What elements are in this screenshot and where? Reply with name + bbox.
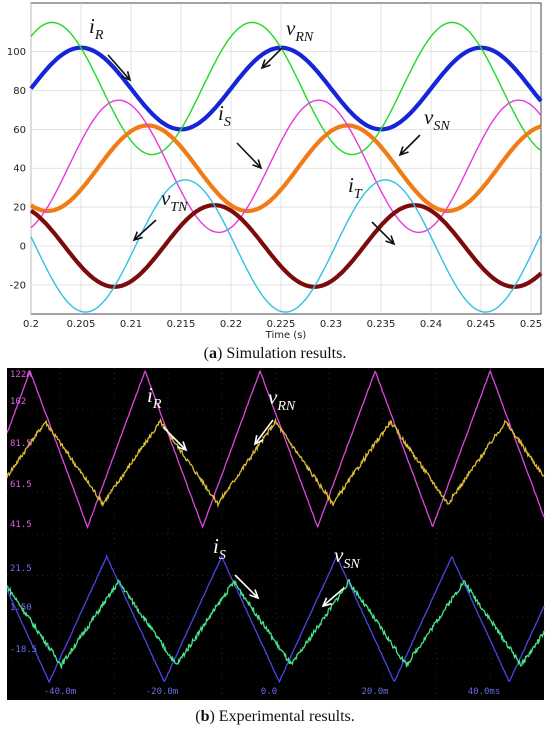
series-vRN-line xyxy=(30,21,542,156)
y-tick-label: 80 xyxy=(13,86,26,97)
series-iT-line xyxy=(29,203,543,289)
oscilloscope-series xyxy=(6,369,545,684)
simulation-plot-frame xyxy=(30,2,542,315)
arrow-head xyxy=(253,435,264,446)
oscilloscope-x-tick-label: 40.0ms xyxy=(468,687,501,697)
annotation-label: iR xyxy=(147,383,162,412)
annotation-label: vRN xyxy=(286,16,314,45)
arrow-line xyxy=(236,142,262,169)
x-tick-label: 0.21 xyxy=(120,319,142,330)
osc-series-iS xyxy=(6,578,545,670)
experimental-panel: 122A 102 81.5 61.5 41.5 21.5 1.50 -18.5 -40.0m -2… xyxy=(6,368,545,725)
arrow-line xyxy=(162,426,187,451)
series-vTN-line xyxy=(30,179,542,313)
y-tick-label: -20 xyxy=(10,280,26,291)
annotation-label: iT xyxy=(348,173,363,202)
simulation-caption: (a) Simulation results. xyxy=(204,345,347,362)
y-tick-label: 20 xyxy=(13,203,26,214)
oscilloscope-x-tick-label: -40.0m xyxy=(44,687,77,697)
oscilloscope-x-tick-label: 20.0m xyxy=(361,687,388,697)
simulation-grid xyxy=(30,3,541,314)
simulation-x-ticks: 0.2 0.205 0.21 0.215 0.22 0.225 0.23 0.235 0.24 0… xyxy=(23,319,542,330)
arrow-head xyxy=(385,235,396,246)
annotation-label: vSN xyxy=(334,543,360,572)
arrow-line xyxy=(322,587,345,607)
arrow-line xyxy=(254,419,274,445)
oscilloscope-tick-labels: 122A 102 81.5 61.5 41.5 21.5 1.50 -18.5 -40.0m -2… xyxy=(10,370,500,697)
x-tick-label: 0.23 xyxy=(320,319,342,330)
arrow-head xyxy=(398,146,409,157)
x-tick-label: 0.2 xyxy=(23,319,39,330)
annotation-label: iS xyxy=(218,101,231,130)
simulation-x-axis-label: Time (s) xyxy=(265,330,307,341)
bottom-channel-tick-label: 21.5 xyxy=(10,564,32,574)
simulation-series xyxy=(29,21,543,313)
top-channel-tick-label: 81.5 xyxy=(10,439,32,449)
x-tick-label: 0.25 xyxy=(520,319,542,330)
arrow-line xyxy=(399,134,421,156)
arrow-head xyxy=(252,159,263,170)
annotation-label: vTN xyxy=(161,186,188,215)
simulation-y-ticks: -20 0 20 40 60 80 100 xyxy=(7,47,26,291)
y-tick-label: 100 xyxy=(7,47,26,58)
experimental-caption: (b) Experimental results. xyxy=(195,708,355,725)
osc-series-vRN xyxy=(6,369,545,530)
arrow-head xyxy=(321,597,332,608)
arrow-head xyxy=(177,441,188,452)
osc-series-iR xyxy=(6,417,545,509)
x-tick-label: 0.24 xyxy=(420,319,442,330)
top-channel-tick-label: 41.5 xyxy=(10,520,32,530)
x-tick-label: 0.225 xyxy=(267,319,296,330)
x-tick-label: 0.215 xyxy=(167,319,196,330)
top-channel-tick-label: 122A xyxy=(10,370,32,380)
arrow-head xyxy=(260,59,271,70)
bottom-channel-tick-label: -18.5 xyxy=(10,645,37,655)
y-tick-label: 60 xyxy=(13,125,26,136)
arrow-head xyxy=(132,231,143,242)
arrow-line xyxy=(133,219,157,241)
arrow-head xyxy=(121,71,132,82)
top-channel-tick-label: 102 xyxy=(10,397,26,407)
simulation-annotations: iR vRN iS vSN vTN iT xyxy=(89,14,450,246)
top-channel-tick-label: 61.5 xyxy=(10,480,32,490)
bottom-channel-tick-label: 1.50 xyxy=(10,603,32,613)
series-iR-line xyxy=(29,45,543,132)
series-iS-line xyxy=(29,123,542,214)
x-tick-label: 0.205 xyxy=(67,319,96,330)
arrow-line xyxy=(261,47,283,69)
series-vSN-line xyxy=(30,99,542,234)
y-tick-label: 40 xyxy=(13,164,26,175)
annotation-label: vRN xyxy=(268,385,296,414)
annotation-label: vSN xyxy=(424,105,450,134)
x-tick-label: 0.245 xyxy=(467,319,496,330)
arrow-head xyxy=(249,589,260,600)
y-tick-label: 0 xyxy=(20,241,26,252)
x-tick-label: 0.22 xyxy=(220,319,242,330)
osc-series-vSN xyxy=(6,553,545,684)
annotation-label: iS xyxy=(213,534,226,563)
oscilloscope-grid xyxy=(7,368,544,700)
x-tick-label: 0.235 xyxy=(367,319,396,330)
annotation-label: iR xyxy=(89,14,104,43)
experimental-annotations: iR vRN iS vSN xyxy=(147,383,360,608)
arrow-line xyxy=(371,221,395,245)
arrow-line xyxy=(107,54,131,81)
arrow-line xyxy=(234,574,259,599)
oscilloscope-x-tick-label: -20.0m xyxy=(146,687,179,697)
oscilloscope-x-tick-label: 0.0 xyxy=(261,687,277,697)
